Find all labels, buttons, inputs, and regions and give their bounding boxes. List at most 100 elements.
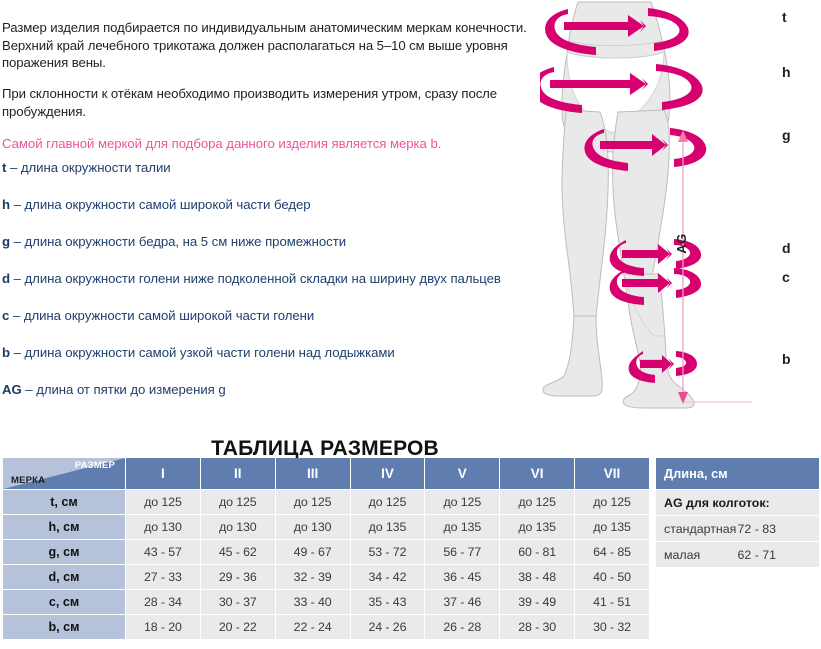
row-label-g: g, см: [3, 540, 125, 564]
cell-d-2: 29 - 36: [200, 565, 275, 589]
size-header-3: III: [275, 458, 350, 489]
cell-b-4: 24 - 26: [350, 615, 425, 639]
key-measurement-note: Самой главной меркой для подбора данного…: [2, 136, 442, 152]
table-row: h, см до 130 до 130 до 130 до 135 до 135…: [3, 515, 649, 539]
diagram-label-t: t: [782, 9, 787, 25]
legend-key-g: g: [2, 234, 11, 249]
row-label-t: t, см: [3, 490, 125, 514]
cell-b-3: 22 - 24: [275, 615, 350, 639]
page-title: ТАБЛИЦА РАЗМЕРОВ: [211, 437, 439, 461]
cell-b-6: 28 - 30: [500, 615, 575, 639]
legend-text-g: длина окружности бедра, на 5 см ниже про…: [24, 234, 347, 249]
corner-label-size: РАЗМЕР: [74, 460, 115, 471]
cell-b-2: 20 - 22: [200, 615, 275, 639]
legend-dash-b: –: [10, 345, 25, 360]
length-row-name-standard: стандартная: [656, 516, 738, 541]
row-label-c: c, см: [3, 590, 125, 614]
length-table-header: Длина, см: [656, 458, 819, 489]
cell-g-5: 56 - 77: [425, 540, 500, 564]
row-label-h: h, см: [3, 515, 125, 539]
size-table: МЕРКА РАЗМЕР I II III IV V VI VII t, см …: [2, 457, 650, 640]
legend-item-c: c – длина окружности самой широкой части…: [2, 308, 598, 324]
cell-d-1: 27 - 33: [126, 565, 200, 589]
cell-t-7: до 125: [575, 490, 649, 514]
length-row-name-small: малая: [656, 542, 738, 567]
cell-t-1: до 125: [126, 490, 200, 514]
cell-h-2: до 130: [200, 515, 275, 539]
body-silhouette-svg: [540, 1, 752, 409]
size-header-5: V: [425, 458, 500, 489]
corner-diagonal-divider: [3, 458, 125, 489]
legend-text-ag: длина от пятки до измерения g: [36, 382, 226, 397]
table-row: стандартная 72 - 83: [656, 516, 819, 541]
cell-t-3: до 125: [275, 490, 350, 514]
instructions-panel: Размер изделия подбирается по индивидуал…: [0, 0, 600, 412]
cell-c-7: 41 - 51: [575, 590, 649, 614]
legend-item-b: b – длина окружности самой узкой части г…: [2, 345, 598, 361]
legend-dash-ag: –: [21, 382, 37, 397]
measurement-diagram: t h g d c b AG: [540, 0, 821, 412]
size-header-7: VII: [575, 458, 649, 489]
legend-key-t: t: [2, 160, 7, 175]
cell-c-5: 37 - 46: [425, 590, 500, 614]
legend-dash-g: –: [10, 234, 25, 249]
cell-c-6: 39 - 49: [500, 590, 575, 614]
cell-h-7: до 135: [575, 515, 649, 539]
cell-b-1: 18 - 20: [126, 615, 200, 639]
size-header-1: I: [126, 458, 200, 489]
cell-c-4: 35 - 43: [350, 590, 425, 614]
legend-key-b: b: [2, 345, 11, 360]
row-label-b: b, см: [3, 615, 125, 639]
cell-d-5: 36 - 45: [425, 565, 500, 589]
diagram-label-ag: AG: [673, 233, 689, 254]
cell-g-7: 64 - 85: [575, 540, 649, 564]
diagram-label-d: d: [782, 240, 791, 256]
table-row: AG для колготок:: [656, 490, 819, 515]
length-table: Длина, см AG для колготок: стандартная 7…: [656, 457, 819, 568]
table-row: g, см 43 - 57 45 - 62 49 - 67 53 - 72 56…: [3, 540, 649, 564]
legend-key-c: c: [2, 308, 10, 323]
legend-key-d: d: [2, 271, 11, 286]
legend-key-ag: AG: [2, 382, 22, 397]
cell-g-6: 60 - 81: [500, 540, 575, 564]
cell-d-4: 34 - 42: [350, 565, 425, 589]
cell-h-3: до 130: [275, 515, 350, 539]
cell-h-6: до 135: [500, 515, 575, 539]
cell-b-7: 30 - 32: [575, 615, 649, 639]
cell-c-3: 33 - 40: [275, 590, 350, 614]
legend-text-c: длина окружности самой широкой части гол…: [23, 308, 315, 323]
row-label-d: d, см: [3, 565, 125, 589]
diagram-label-g: g: [782, 127, 791, 143]
legend-dash-t: –: [6, 160, 21, 175]
table-row: малая 62 - 71: [656, 542, 819, 567]
table-row: d, см 27 - 33 29 - 36 32 - 39 34 - 42 36…: [3, 565, 649, 589]
legend-key-h: h: [2, 197, 11, 212]
female-lower-body-outline: [542, 1, 695, 409]
length-table-header-row: Длина, см: [656, 458, 819, 489]
cell-b-5: 26 - 28: [425, 615, 500, 639]
ag-dimension-arrow: [678, 130, 752, 404]
legend-item-d: d – длина окружности голени ниже подколе…: [2, 271, 598, 287]
size-table-header-row: МЕРКА РАЗМЕР I II III IV V VI VII: [3, 458, 649, 489]
legend-item-t: t – длина окружности талии: [2, 160, 598, 176]
legend-item-g: g – длина окружности бедра, на 5 см ниже…: [2, 234, 598, 250]
table-row: b, см 18 - 20 20 - 22 22 - 24 24 - 26 26…: [3, 615, 649, 639]
intro-paragraph-2: При склонности к отёкам необходимо произ…: [2, 86, 498, 119]
size-header-4: IV: [350, 458, 425, 489]
cell-t-6: до 125: [500, 490, 575, 514]
cell-c-1: 28 - 34: [126, 590, 200, 614]
length-subheader: AG для колготок:: [656, 490, 819, 515]
cell-g-2: 45 - 62: [200, 540, 275, 564]
diagram-label-b: b: [782, 351, 791, 367]
cell-g-4: 53 - 72: [350, 540, 425, 564]
cell-d-6: 38 - 48: [500, 565, 575, 589]
size-header-6: VI: [500, 458, 575, 489]
length-row-value-small: 62 - 71: [737, 542, 819, 567]
cell-g-3: 49 - 67: [275, 540, 350, 564]
cell-h-5: до 135: [425, 515, 500, 539]
cell-t-4: до 125: [350, 490, 425, 514]
diagram-label-c: c: [782, 269, 790, 285]
legend-dash-d: –: [10, 271, 25, 286]
diagram-label-h: h: [782, 64, 791, 80]
cell-h-4: до 135: [350, 515, 425, 539]
